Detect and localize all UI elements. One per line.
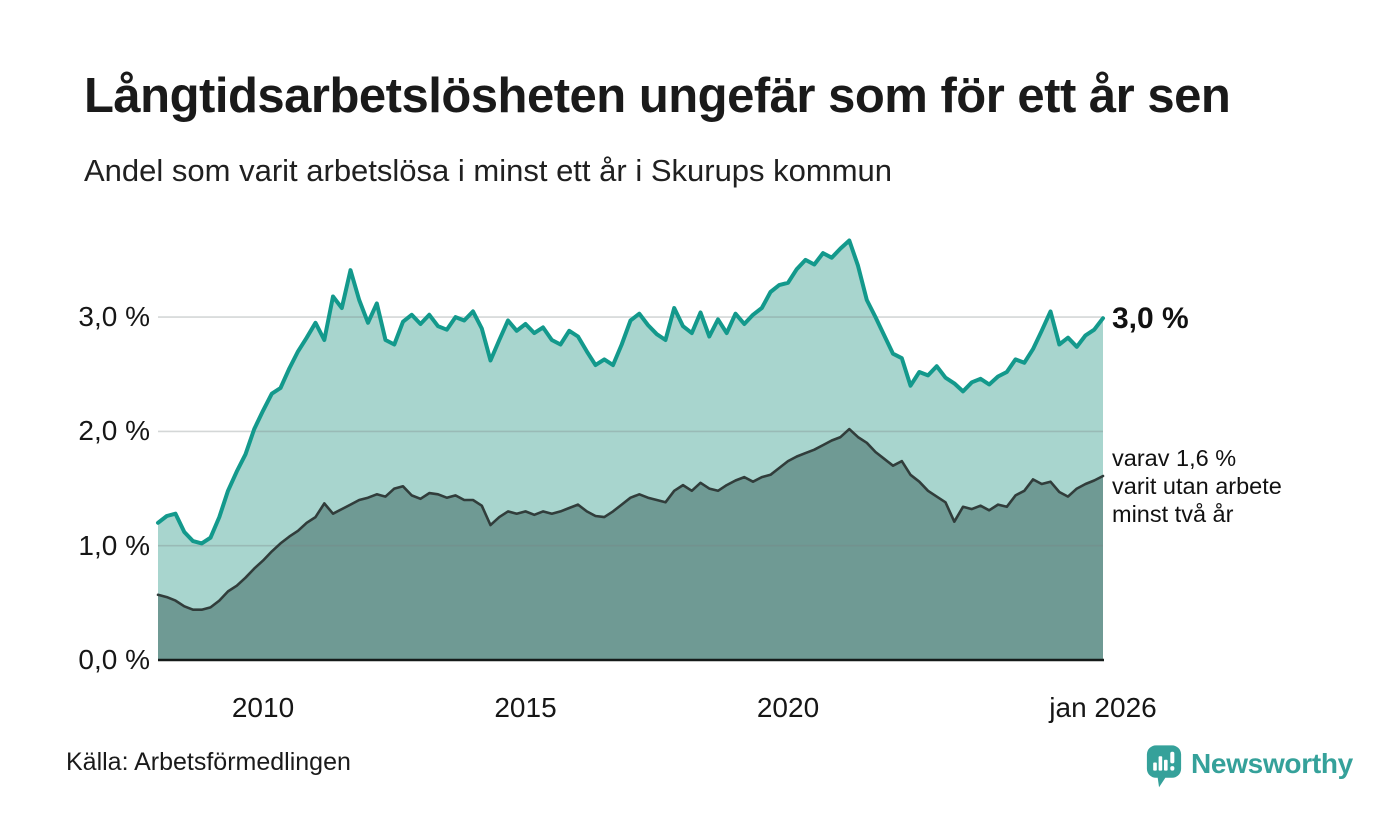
bar-chart-bubble-icon — [1146, 745, 1182, 788]
series-end-label-two-year: varav 1,6 % varit utan arbete minst två … — [1112, 445, 1282, 528]
y-axis-labels: 0,0 % 1,0 % 2,0 % 3,0 % — [0, 0, 160, 700]
y-tick-label: 1,0 % — [78, 529, 150, 561]
logo-text: Newsworthy — [1191, 748, 1353, 779]
newsworthy-logo: Newsworthy — [1146, 744, 1353, 790]
x-axis-labels: 2010 2015 2020 jan 2026 — [0, 692, 1400, 732]
x-tick-label: jan 2026 — [1049, 692, 1157, 723]
x-tick-label: 2015 — [494, 692, 557, 723]
x-tick-label: 2010 — [231, 692, 295, 723]
source-text: Källa: Arbetsförmedlingen — [66, 748, 351, 776]
y-tick-label: 3,0 % — [78, 301, 150, 333]
chart-subtitle: Andel som varit arbetslösa i minst ett å… — [84, 153, 893, 188]
x-tick-label: 2020 — [756, 692, 820, 723]
series-end-label-total: 3,0 % — [1112, 302, 1189, 335]
y-tick-label: 0,0 % — [78, 644, 150, 675]
page-title: Långtidsarbetslösheten ungefär som för e… — [84, 69, 1231, 123]
y-tick-label: 2,0 % — [78, 415, 150, 447]
